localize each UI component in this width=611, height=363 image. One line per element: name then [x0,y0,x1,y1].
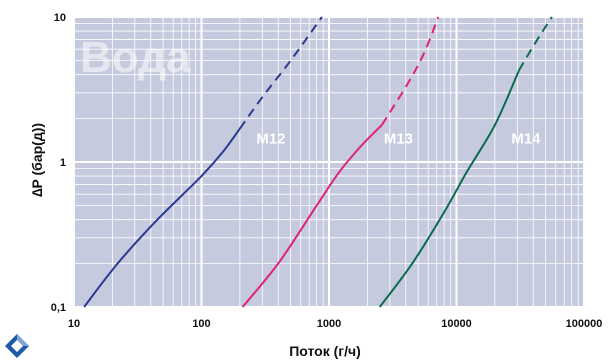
x-tick-label: 1000 [317,318,341,330]
series-m14-dashed-line [518,16,553,71]
brand-logo [5,334,29,358]
x-tick-labels: 10 100 1000 10000 100000 [68,318,602,330]
x-tick-label: 10000 [441,318,472,330]
x-tick-label: 10 [68,318,80,330]
series-m12-dashed-line [239,16,323,130]
x-tick-label: 100000 [566,318,603,330]
major-grid [73,16,585,308]
series-label-m12: M12 [256,131,285,148]
x-axis-title: Поток (г/ч) [289,343,361,359]
series-m14-solid-line [378,69,521,308]
y-tick-label: 1 [60,157,66,169]
label-layer: M12 M13 M14 [256,131,541,148]
series-m13-solid-line [241,124,383,308]
series-label-m14: M14 [511,131,541,148]
series-m12-solid-line [83,128,241,308]
watermark-label: Вода [80,33,191,82]
x-tick-label: 100 [192,318,210,330]
y-axis-title: ∆P (бар(д)) [29,123,45,197]
y-tick-label: 10 [54,12,66,24]
series-m13-dashed-line [381,16,440,126]
y-tick-label: 0,1 [51,302,66,314]
series-label-m13: M13 [384,131,413,148]
y-tick-labels: 0,1 1 10 [51,12,66,314]
series-layer [83,16,553,308]
